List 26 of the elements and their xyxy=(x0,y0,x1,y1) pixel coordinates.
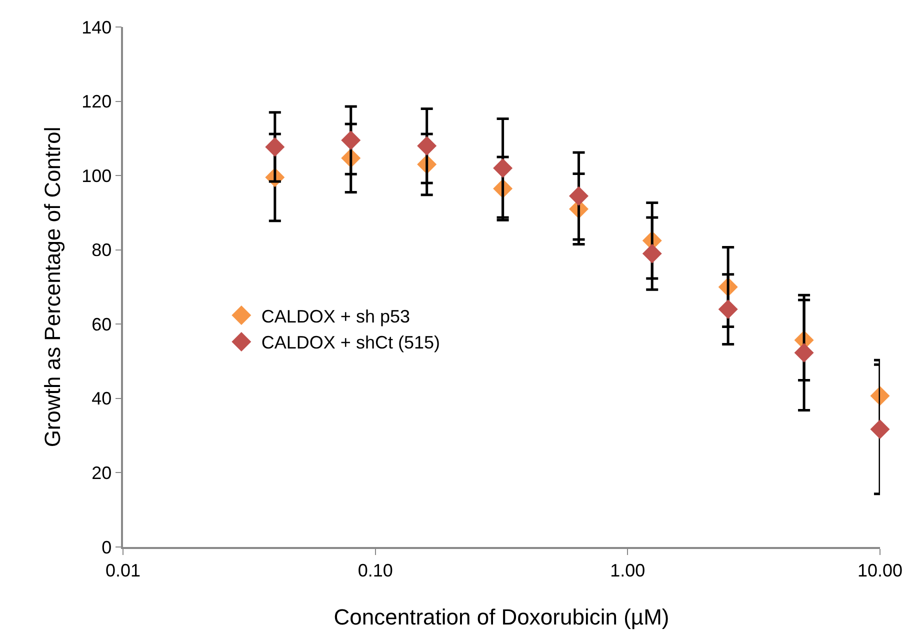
point xyxy=(642,244,662,264)
y-tick-label: 80 xyxy=(92,240,112,260)
point xyxy=(341,130,361,150)
y-tick-label: 140 xyxy=(82,17,112,38)
x-tick-label: 1.00 xyxy=(610,560,646,580)
legend-label: CALDOX + shCt (515) xyxy=(261,332,440,353)
x-tick-label: 10.00 xyxy=(857,560,903,580)
point xyxy=(870,420,890,440)
point xyxy=(870,386,890,406)
point xyxy=(493,158,513,178)
y-tick-label: 60 xyxy=(92,314,112,334)
point xyxy=(794,342,814,362)
y-axis-title: Growth as Percentage of Control xyxy=(40,126,65,448)
x-axis-title: Concentration of Doxorubicin (µM) xyxy=(334,604,670,630)
y-tick-label: 20 xyxy=(92,463,112,484)
x-tick-label: 0.10 xyxy=(358,560,393,580)
y-tick-label: 40 xyxy=(92,388,112,409)
point xyxy=(569,186,589,206)
point xyxy=(265,137,285,157)
point xyxy=(718,300,738,320)
x-tick-label: 0.01 xyxy=(105,560,141,580)
legend-label: CALDOX + sh p53 xyxy=(261,306,410,326)
y-tick-label: 100 xyxy=(82,166,112,186)
point xyxy=(417,136,437,156)
y-tick-label: 120 xyxy=(82,92,112,112)
y-tick-label: 0 xyxy=(102,537,112,558)
